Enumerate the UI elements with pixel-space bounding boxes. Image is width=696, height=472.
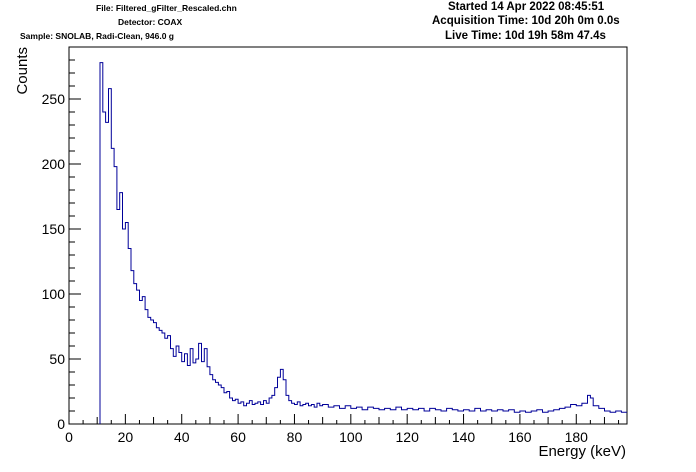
y-tick-label: 50: [49, 351, 65, 367]
x-tick-label: 180: [565, 429, 589, 445]
x-tick-label: 0: [65, 429, 73, 445]
y-tick-label: 200: [42, 156, 66, 172]
y-axis: 0 50 100 150 200 250: [42, 46, 81, 432]
x-tick-label: 80: [287, 429, 303, 445]
x-tick-label: 100: [339, 429, 363, 445]
sample-label: Sample: SNOLAB, Radi-Clean, 946.0 g: [20, 31, 174, 41]
acquisition-time-label: Acquisition Time: 10d 20h 0m 0.0s: [432, 15, 620, 27]
plot-frame: [68, 46, 628, 425]
x-tick-label: 40: [174, 429, 190, 445]
detector-label: Detector: COAX: [118, 17, 183, 27]
file-label: File: Filtered_gFilter_Rescaled.chn: [96, 3, 237, 13]
y-tick-label: 0: [57, 416, 65, 432]
x-tick-label: 60: [230, 429, 246, 445]
live-time-label: Live Time: 10d 19h 58m 47.4s: [445, 30, 606, 42]
y-axis-title: Counts: [14, 47, 31, 95]
x-tick-label: 20: [118, 429, 134, 445]
x-tick-label: 160: [508, 429, 532, 445]
x-axis-title: Energy (keV): [538, 443, 626, 460]
x-tick-label: 120: [396, 429, 420, 445]
y-tick-label: 100: [42, 286, 66, 302]
started-label: Started 14 Apr 2022 08:45:51: [448, 1, 605, 13]
x-tick-label: 140: [452, 429, 476, 445]
y-tick-label: 150: [42, 221, 66, 237]
x-axis: 0 20 40 60 80 100 120 140 160 180: [65, 414, 620, 445]
y-tick-label: 250: [42, 91, 66, 107]
spectrum-series-line: [99, 62, 627, 424]
